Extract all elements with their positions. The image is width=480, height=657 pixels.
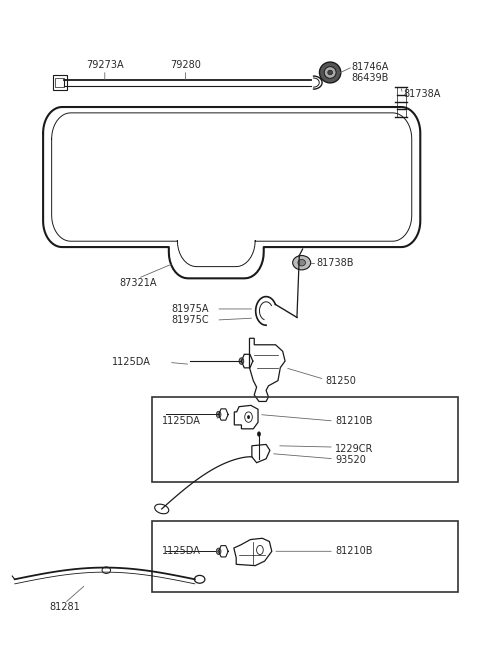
Ellipse shape bbox=[324, 66, 336, 78]
Ellipse shape bbox=[328, 70, 333, 75]
Text: 81746A: 81746A bbox=[351, 62, 389, 72]
Text: 81975C: 81975C bbox=[171, 315, 209, 325]
Circle shape bbox=[239, 358, 244, 365]
Text: 81738A: 81738A bbox=[404, 89, 441, 99]
Text: 1125DA: 1125DA bbox=[112, 357, 151, 367]
Text: 81250: 81250 bbox=[325, 376, 356, 386]
Text: 81210B: 81210B bbox=[335, 416, 372, 426]
Circle shape bbox=[216, 548, 221, 555]
Text: 1125DA: 1125DA bbox=[162, 546, 201, 556]
Text: 81738B: 81738B bbox=[316, 258, 353, 268]
Bar bbox=[152, 397, 458, 482]
Text: 81210B: 81210B bbox=[335, 546, 372, 556]
Circle shape bbox=[247, 415, 250, 419]
Ellipse shape bbox=[293, 256, 311, 270]
Text: 79280: 79280 bbox=[170, 60, 201, 70]
Text: 81975A: 81975A bbox=[171, 304, 209, 314]
Text: 81281: 81281 bbox=[49, 602, 80, 612]
Text: 87321A: 87321A bbox=[119, 278, 157, 288]
Circle shape bbox=[257, 432, 261, 437]
Text: 79273A: 79273A bbox=[86, 60, 123, 70]
Circle shape bbox=[216, 411, 221, 418]
Bar bbox=[152, 521, 458, 593]
Ellipse shape bbox=[298, 260, 305, 266]
Text: 1229CR: 1229CR bbox=[335, 444, 373, 454]
Text: 86439B: 86439B bbox=[351, 73, 389, 83]
Ellipse shape bbox=[320, 62, 341, 83]
Text: 1125DA: 1125DA bbox=[162, 416, 201, 426]
Text: 93520: 93520 bbox=[335, 455, 366, 465]
